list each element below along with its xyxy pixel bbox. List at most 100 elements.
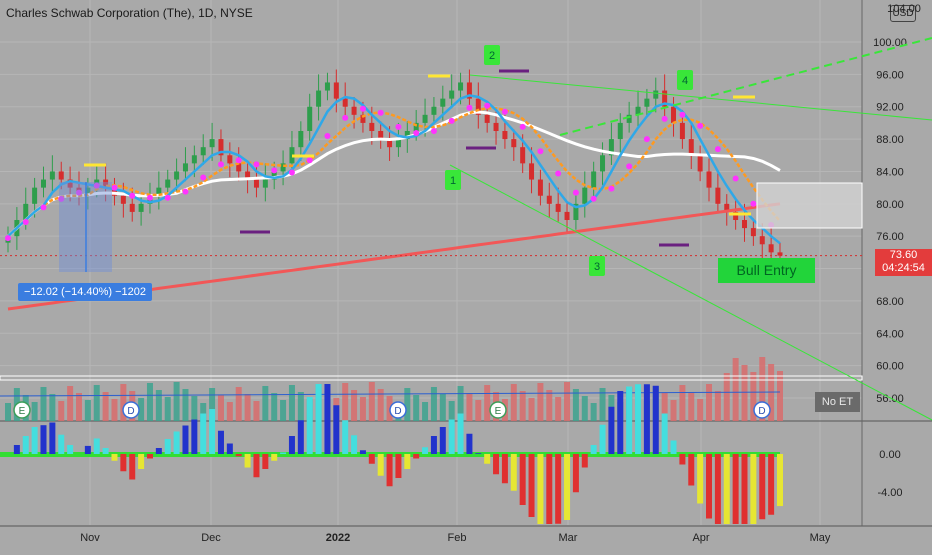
volume-bar: [714, 391, 721, 421]
oscillator-bar: [777, 454, 783, 507]
candle-up: [23, 203, 29, 220]
candle-up: [653, 90, 659, 99]
event-marker-label: D: [758, 406, 765, 417]
indicator-dot: [714, 146, 721, 153]
price-axis-label: 96.00: [876, 69, 904, 81]
candle-up: [449, 90, 455, 99]
indicator-dot: [164, 194, 171, 201]
oscillator-bar: [84, 445, 91, 454]
top-partial-price-label: 104.00: [887, 3, 921, 15]
oscillator-bar: [475, 453, 482, 454]
indicator-dot: [484, 102, 491, 109]
oscillator-bar: [377, 454, 384, 476]
candle-up: [591, 171, 597, 188]
volume-bar: [297, 392, 304, 421]
volume-bar: [599, 388, 606, 421]
oscillator-bar: [652, 385, 659, 454]
indicator-dot: [342, 114, 349, 121]
oscillator-bar: [759, 454, 766, 520]
candle-down: [697, 155, 703, 172]
candle-down: [724, 203, 730, 212]
candle-up: [635, 106, 641, 115]
oscillator-bar: [58, 434, 65, 454]
candle-down: [742, 220, 748, 229]
candle-up: [644, 98, 650, 107]
oscillator-bar: [608, 406, 615, 454]
event-marker: [13, 401, 31, 419]
oscillator-bar: [111, 454, 118, 461]
oscillator-bar: [413, 454, 420, 459]
currency-button[interactable]: USD: [890, 5, 916, 22]
volume-bar: [519, 391, 526, 421]
candle-up: [200, 147, 206, 156]
candle-down: [537, 179, 543, 196]
time-axis-label: Nov: [80, 532, 100, 544]
volume-bar: [138, 398, 145, 421]
oscillator-axis-label: 0.00: [879, 449, 900, 461]
candle-up: [404, 131, 410, 140]
volume-bar: [182, 389, 189, 421]
indicator-dot: [324, 133, 331, 140]
candle-up: [626, 114, 632, 123]
volume-bar: [679, 385, 686, 421]
volume-bar: [271, 393, 278, 421]
candle-down: [759, 236, 765, 245]
oscillator-bar: [448, 419, 455, 454]
price-axis-label: 60.00: [876, 361, 904, 373]
bull-entry-label: Bull Entry: [718, 258, 815, 283]
oscillator-bar: [129, 454, 136, 480]
indicator-dot: [661, 115, 668, 122]
wave-marker-label: 3: [594, 261, 600, 273]
volume-bar: [404, 388, 411, 421]
volume-bar: [439, 394, 446, 421]
wave-marker-label: 4: [682, 75, 688, 87]
oscillator-bar: [546, 454, 553, 524]
candle-up: [85, 187, 91, 196]
oscillator-bar: [643, 384, 650, 454]
candle-down: [466, 82, 472, 99]
volume-bar: [84, 400, 91, 421]
candle-down: [706, 171, 712, 188]
oscillator-bar: [732, 454, 739, 524]
oscillator-bar: [146, 454, 153, 459]
volume-bar: [475, 400, 482, 421]
indicator-dot: [359, 105, 366, 112]
candle-up: [617, 122, 623, 140]
time-axis-label: Mar: [559, 532, 578, 544]
candle-down: [493, 122, 499, 131]
oscillator-bar: [297, 420, 304, 454]
oscillator-bar: [173, 431, 180, 454]
volume-bar: [413, 395, 420, 421]
volume-bar: [723, 373, 730, 421]
indicator-dot: [306, 157, 313, 164]
volume-bar: [688, 392, 695, 421]
time-axis-label: 2022: [326, 532, 350, 544]
oscillator-bar: [271, 454, 278, 461]
candle-down: [253, 179, 259, 188]
candle-up: [422, 114, 428, 123]
oscillator-bar: [741, 454, 748, 524]
oscillator-bar: [93, 438, 100, 454]
indicator-dot: [590, 195, 597, 202]
wave-marker: [589, 256, 605, 276]
candle-down: [111, 187, 117, 196]
oscillator-bar: [714, 454, 721, 524]
volume-bar: [546, 390, 553, 421]
candle-up: [298, 131, 304, 148]
candle-down: [369, 122, 375, 131]
wave-marker: [677, 70, 693, 90]
oscillator-bar: [635, 384, 642, 454]
volume-bar: [732, 358, 739, 421]
volume-bar: [155, 390, 162, 421]
volume-bar: [253, 401, 260, 421]
price-axis-label: 76.00: [876, 231, 904, 243]
oscillator-bar: [626, 386, 633, 454]
volume-bar: [102, 392, 109, 421]
indicator-dot: [448, 117, 455, 124]
candle-up: [608, 139, 614, 156]
event-marker: [122, 401, 140, 419]
indicator-dot: [129, 192, 136, 199]
volume-bar: [351, 390, 358, 421]
volume-bar: [750, 372, 757, 421]
candle-up: [324, 82, 330, 91]
